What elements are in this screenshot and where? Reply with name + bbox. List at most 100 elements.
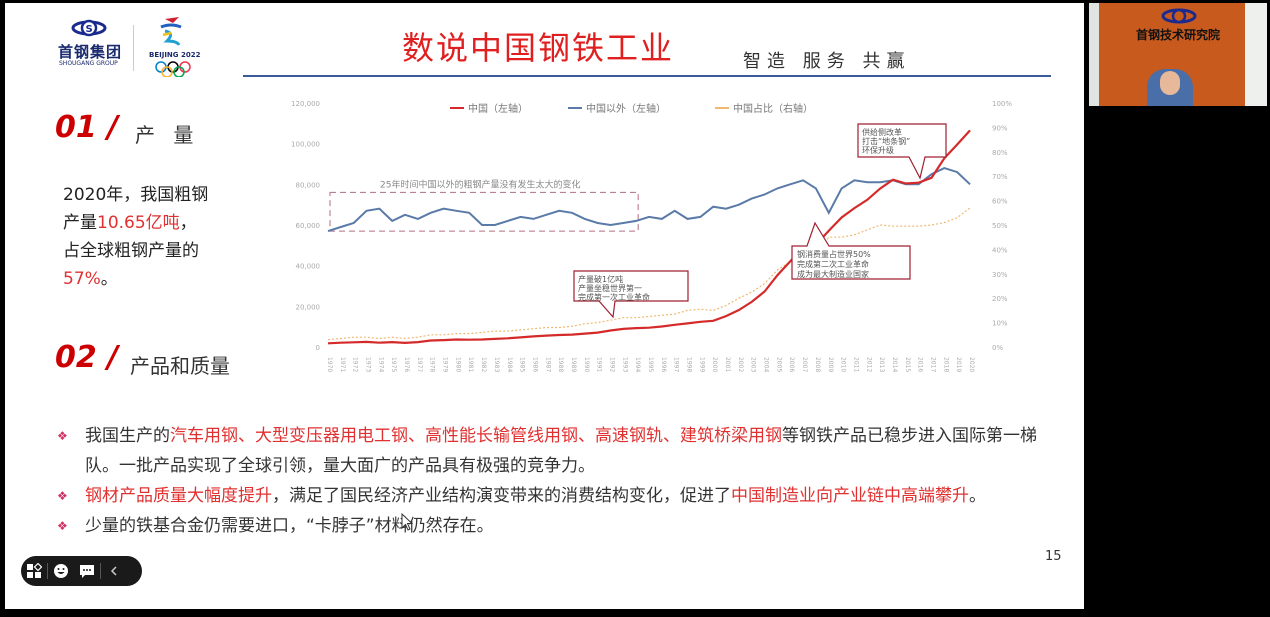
svg-text:120,000: 120,000 [291,100,320,108]
meeting-toolbar [21,556,142,586]
svg-text:40%: 40% [992,246,1008,254]
olympic-rings-icon [155,61,191,77]
svg-text:1980: 1980 [454,357,461,372]
svg-text:1978: 1978 [429,357,436,372]
svg-text:2002: 2002 [737,357,744,372]
chevron-left-icon [110,566,117,576]
bullet-diamond-icon: ❖ [57,429,68,443]
svg-text:1972: 1972 [352,357,359,372]
svg-text:1999: 1999 [698,357,705,372]
svg-text:10%: 10% [992,320,1008,328]
emoji-icon [54,564,68,578]
logo-divider [133,25,134,71]
svg-text:2014: 2014 [891,357,898,372]
svg-text:1991: 1991 [596,357,603,372]
chat-button[interactable] [74,556,100,586]
svg-text:1998: 1998 [686,357,693,372]
svg-text:1976: 1976 [403,357,410,372]
svg-text:1985: 1985 [519,357,526,372]
svg-text:1975: 1975 [390,357,397,372]
svg-text:1990: 1990 [583,357,590,372]
svg-text:S: S [86,24,93,35]
svg-text:2006: 2006 [788,357,795,372]
svg-text:1986: 1986 [531,357,538,372]
collapse-toolbar-button[interactable] [101,556,127,586]
svg-text:40,000: 40,000 [296,263,321,271]
svg-text:70%: 70% [992,173,1008,181]
svg-text:2003: 2003 [750,357,757,372]
svg-text:2000: 2000 [711,357,718,372]
svg-text:60%: 60% [992,198,1008,206]
svg-text:1997: 1997 [673,357,680,372]
svg-text:50%: 50% [992,222,1008,230]
svg-text:30%: 30% [992,271,1008,279]
svg-text:2008: 2008 [814,357,821,372]
apps-button[interactable] [21,556,47,586]
page-number: 15 [1045,549,1062,564]
legend-label: 中国（左轴） [468,102,528,115]
emoji-button[interactable] [48,556,74,586]
svg-text:1983: 1983 [493,357,500,372]
mouse-cursor-icon [401,513,414,531]
callout-text: 环保升级 [862,145,894,155]
svg-text:20%: 20% [992,295,1008,303]
svg-text:1988: 1988 [557,357,564,372]
stat-share-value: 57% [63,269,101,289]
stat-production-value: 10.65亿吨 [97,213,180,233]
apps-icon [27,563,42,578]
slide-title: 数说中国钢铁工业 [402,29,675,67]
olympic-text: BEIJING 2022 [149,51,201,59]
svg-text:1987: 1987 [544,357,551,372]
company-name-en: SHOUGANG GROUP [59,60,118,67]
svg-text:90%: 90% [992,124,1008,132]
legend-label: 中国以外（左轴） [586,102,666,115]
series-rest-of-world [327,167,971,233]
company-name: 首钢集团 [58,43,123,61]
bullet-item: ❖ 我国生产的汽车用钢、大型变压器用电工钢、高性能长输管线用钢、高速钢轨、建筑桥梁… [57,421,1057,481]
svg-text:1981: 1981 [467,357,474,372]
presenter-camera-feed: 首钢技术研究院 [1089,3,1267,106]
svg-text:1984: 1984 [506,357,513,372]
section-2-label: 产品和质量 [130,354,230,378]
svg-text:1974: 1974 [377,357,384,372]
svg-text:2012: 2012 [865,357,872,372]
chat-icon [80,565,94,578]
svg-text:1989: 1989 [570,357,577,372]
svg-text:2011: 2011 [852,357,859,372]
callout-text: 完成第一次工业革命 [578,292,650,302]
callout-text: 产量坐稳世界第一 [578,283,642,293]
svg-text:100%: 100% [992,100,1012,108]
logo-area: S 首钢集团 SHOUGANG GROUP BEIJING 2022 [53,13,243,77]
camera-org-sign: 首钢技术研究院 [1135,28,1220,42]
svg-text:1970: 1970 [326,357,333,372]
svg-text:0: 0 [316,344,320,352]
stat-line-2: 产量10.65亿吨， [63,213,197,233]
bullet-list: ❖ 我国生产的汽车用钢、大型变压器用电工钢、高性能长输管线用钢、高速钢轨、建筑桥梁… [57,421,1057,541]
svg-text:1971: 1971 [339,357,346,372]
svg-text:2013: 2013 [878,357,885,372]
shougang-logo-icon [1161,8,1197,24]
section-2-number: 02 / [55,340,119,375]
svg-text:2007: 2007 [801,357,808,372]
svg-text:2001: 2001 [724,357,731,372]
bullet-diamond-icon: ❖ [57,519,68,533]
svg-text:80,000: 80,000 [296,181,321,189]
bullet-diamond-icon: ❖ [57,489,68,503]
svg-text:60,000: 60,000 [296,222,321,230]
svg-text:1977: 1977 [416,357,423,372]
svg-text:1979: 1979 [442,357,449,372]
callout-text: 供给侧改革 [862,127,902,137]
bullet-item: ❖ 少量的铁基合金仍需要进口，“卡脖子”材料仍然存在。 [57,511,1057,541]
callout-text: 完成第二次工业革命 [797,259,869,269]
stat-line-3: 占全球粗钢产量的 [63,241,199,261]
svg-text:20,000: 20,000 [296,303,321,311]
svg-text:1973: 1973 [365,357,372,372]
title-divider [243,75,1051,77]
callout-text: 成为最大制造业国家 [797,269,869,279]
beijing-2022-emblem-icon [160,17,182,46]
bullet-item: ❖ 钢材产品质量大幅度提升，满足了国民经济产业结构演变带来的消费结构变化，促进了中… [57,481,1057,511]
legend-label: 中国占比（右轴） [733,102,813,115]
callout-text: 产量破1亿吨 [578,274,623,284]
annotation-text: 25年时间中国以外的粗钢产量没有发生太大的变化 [380,178,580,190]
stat-line-1: 2020年，我国粗钢 [63,185,209,205]
